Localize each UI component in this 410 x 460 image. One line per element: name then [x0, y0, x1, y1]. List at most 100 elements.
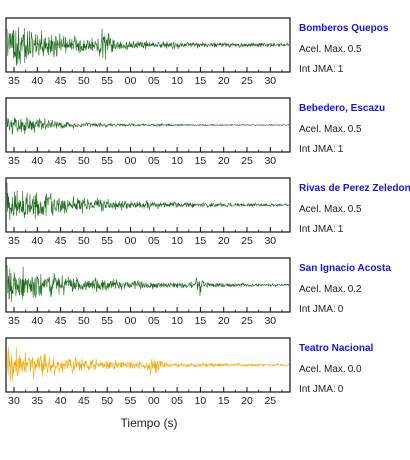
x-tick-label: 20: [218, 75, 230, 87]
x-tick-label: 20: [218, 155, 230, 167]
x-tick-label: 50: [78, 75, 90, 87]
x-tick-label: 00: [125, 235, 137, 247]
x-tick-label: 35: [8, 155, 20, 167]
x-tick-label: 20: [218, 315, 230, 327]
x-tick-label: 40: [31, 235, 43, 247]
jma-intensity: Int JMA: 0: [299, 304, 345, 315]
station-name: Rivas de Perez Zeledon: [299, 183, 410, 194]
x-tick-label: 00: [125, 155, 137, 167]
max-acceleration-label: Acel. Max.: [299, 364, 346, 375]
max-acceleration-label: Acel. Max.: [299, 204, 346, 215]
jma-intensity-value: 0: [337, 304, 344, 315]
station-panel: 30 35 40 45 50 55 00 05 10 15 20 25: [5, 337, 291, 407]
x-tick-label: 30: [264, 75, 276, 87]
x-tick-label: 10: [171, 315, 183, 327]
x-tick-label: 35: [31, 395, 43, 407]
max-acceleration: Acel. Max. 0.2: [299, 284, 364, 295]
plot-frame: [5, 97, 291, 153]
jma-intensity-label: Int JMA:: [299, 384, 336, 395]
jma-intensity-value: 1: [337, 144, 344, 155]
max-acceleration-value: 0.5: [347, 204, 362, 215]
x-tick-label: 30: [264, 315, 276, 327]
x-tick-label: 05: [148, 315, 160, 327]
max-acceleration-value: 0.2: [347, 284, 362, 295]
x-tick-label: 45: [78, 395, 90, 407]
x-tick-label: 15: [218, 395, 230, 407]
x-tick-label: 45: [55, 315, 67, 327]
station-panel: 35 40 45 50 55 00 05 10 15 20 25 30: [5, 17, 291, 87]
x-tick-label: 15: [195, 155, 207, 167]
jma-intensity-value: 1: [337, 224, 344, 235]
x-tick-label: 05: [148, 75, 160, 87]
x-tick-label: 55: [101, 315, 113, 327]
x-tick-label: 20: [241, 395, 253, 407]
x-tick-label: 25: [241, 155, 253, 167]
plot-frame: [5, 17, 291, 73]
x-tick-label: 40: [31, 155, 43, 167]
x-tick-label: 55: [101, 75, 113, 87]
x-tick-label: 40: [55, 395, 67, 407]
jma-intensity-label: Int JMA:: [299, 64, 336, 75]
x-tick-label: 35: [8, 75, 20, 87]
x-tick-label: 10: [171, 155, 183, 167]
jma-intensity: Int JMA: 1: [299, 64, 345, 75]
x-tick-label: 55: [101, 235, 113, 247]
x-tick-label: 45: [55, 235, 67, 247]
x-tick-label: 40: [31, 315, 43, 327]
x-tick-label: 10: [171, 235, 183, 247]
x-tick-label: 35: [8, 315, 20, 327]
jma-intensity-label: Int JMA:: [299, 224, 336, 235]
waveform-trace: [6, 117, 290, 135]
max-acceleration-label: Acel. Max.: [299, 124, 346, 135]
plot-frame: [5, 337, 291, 393]
waveform-trace: [6, 264, 290, 303]
x-axis-label: Tiempo (s): [121, 416, 178, 430]
x-tick-label: 00: [148, 395, 160, 407]
jma-intensity-value: 1: [337, 64, 344, 75]
x-tick-label: 55: [101, 155, 113, 167]
x-tick-label: 40: [31, 75, 43, 87]
x-tick-label: 50: [78, 315, 90, 327]
x-tick-label: 25: [241, 315, 253, 327]
x-tick-label: 25: [264, 395, 276, 407]
jma-intensity-value: 0: [337, 384, 344, 395]
station-name: San Ignacio Acosta: [299, 263, 391, 274]
max-acceleration-value: 0.5: [347, 44, 362, 55]
max-acceleration: Acel. Max. 0.5: [299, 124, 364, 135]
x-tick-label: 50: [78, 235, 90, 247]
waveform-trace: [6, 26, 290, 66]
waveform-trace: [6, 346, 290, 382]
station-panel: 35 40 45 50 55 00 05 10 15 20 25 30: [5, 97, 291, 167]
jma-intensity-label: Int JMA:: [299, 144, 336, 155]
waveform-trace: [6, 182, 290, 221]
x-tick-label: 00: [125, 75, 137, 87]
x-tick-label: 10: [195, 395, 207, 407]
plot-frame: [5, 257, 291, 313]
jma-intensity: Int JMA: 1: [299, 224, 345, 235]
jma-intensity-label: Int JMA:: [299, 304, 336, 315]
station-name: Bomberos Quepos: [299, 23, 389, 34]
x-tick-label: 30: [264, 155, 276, 167]
max-acceleration-label: Acel. Max.: [299, 284, 346, 295]
x-tick-label: 25: [241, 75, 253, 87]
station-panel: 35 40 45 50 55 00 05 10 15 20 25 30: [5, 257, 291, 327]
x-tick-label: 05: [148, 235, 160, 247]
x-tick-label: 15: [195, 235, 207, 247]
x-tick-label: 25: [241, 235, 253, 247]
max-acceleration-value: 0.0: [347, 364, 362, 375]
x-tick-label: 35: [8, 235, 20, 247]
x-tick-label: 30: [8, 395, 20, 407]
x-tick-label: 05: [171, 395, 183, 407]
station-name: Teatro Nacional: [299, 343, 374, 354]
max-acceleration: Acel. Max. 0.0: [299, 364, 364, 375]
max-acceleration-value: 0.5: [347, 124, 362, 135]
jma-intensity: Int JMA: 0: [299, 384, 345, 395]
x-tick-label: 50: [78, 155, 90, 167]
plot-frame: [5, 177, 291, 233]
x-tick-label: 00: [125, 315, 137, 327]
x-tick-label: 15: [195, 75, 207, 87]
station-panel: 35 40 45 50 55 00 05 10 15 20 25 30: [5, 177, 291, 247]
max-acceleration: Acel. Max. 0.5: [299, 204, 364, 215]
station-name: Bebedero, Escazu: [299, 103, 386, 114]
